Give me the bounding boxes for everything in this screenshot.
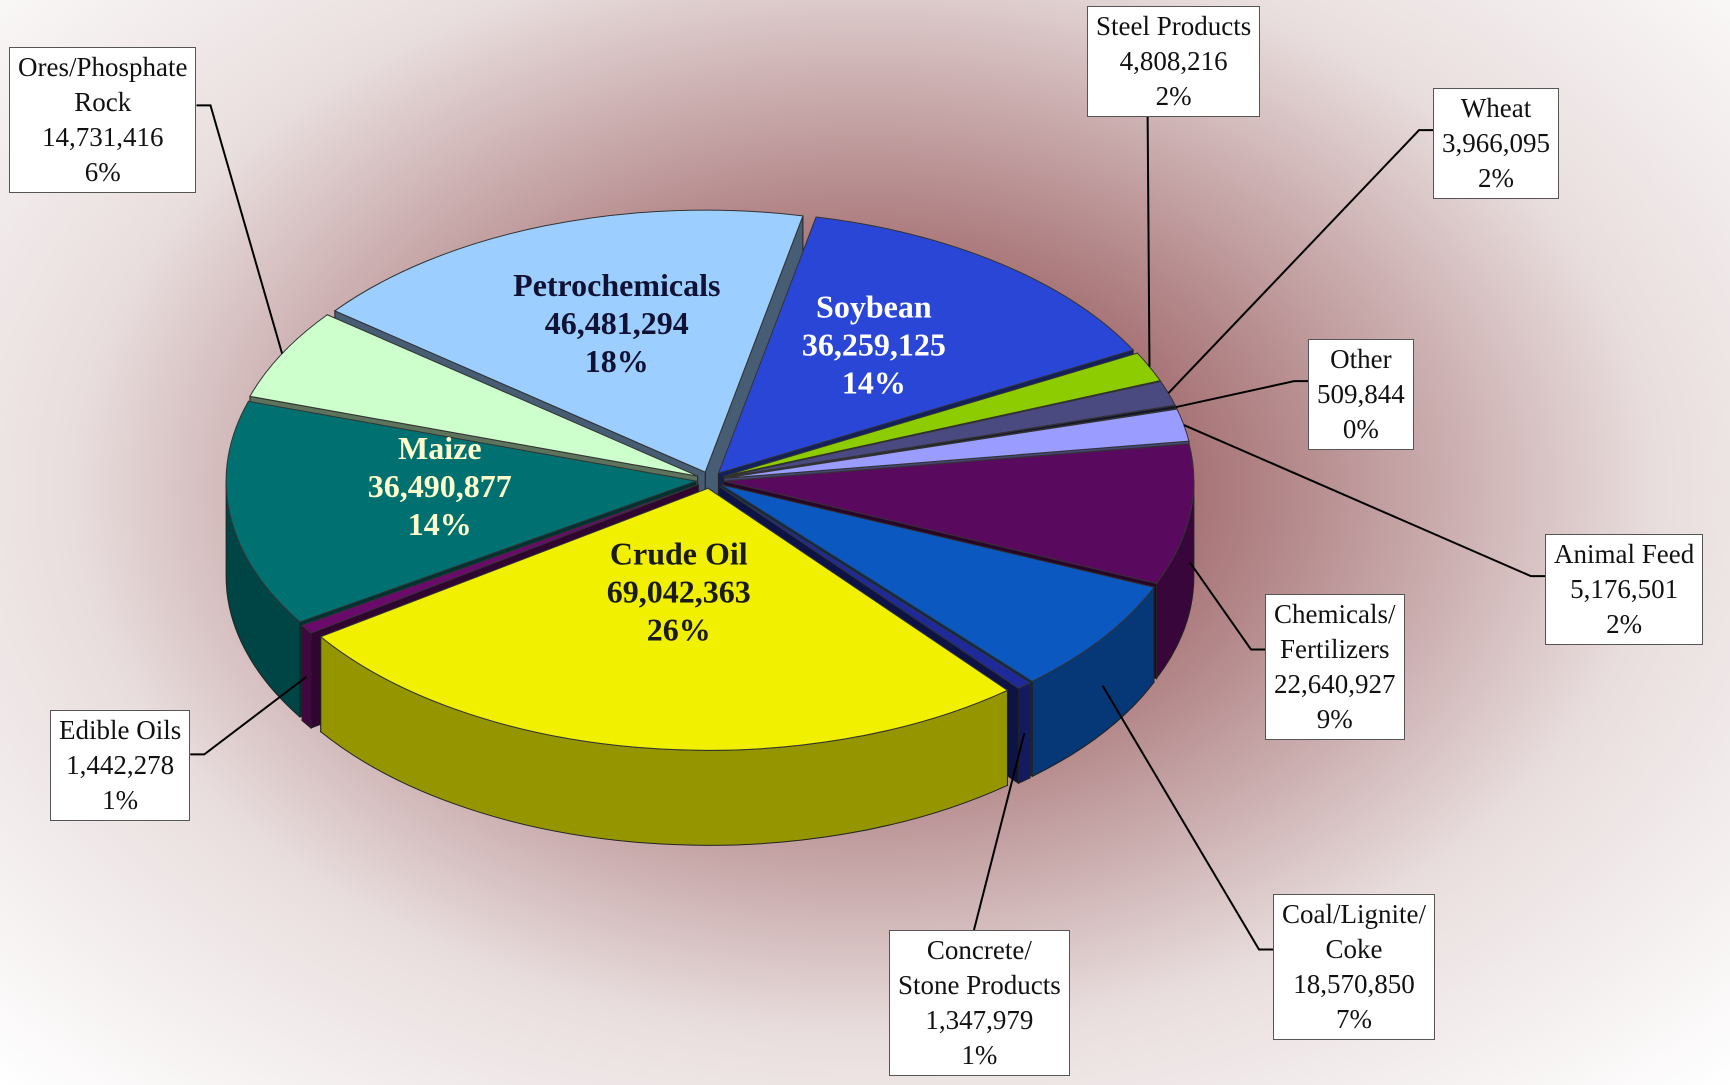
slice-label: Petrochemicals: [513, 267, 720, 303]
label-text: 3,966,095: [1442, 128, 1550, 158]
leader-line: [1175, 380, 1308, 409]
slice-label: 69,042,363: [607, 573, 751, 609]
label-text: 509,844: [1317, 379, 1405, 409]
slice-label: 36,490,877: [368, 468, 512, 504]
label-text: 18,570,850: [1293, 969, 1415, 999]
label-text: 2%: [1606, 609, 1643, 639]
label-text: Chemicals/ Fertilizers: [1274, 599, 1396, 664]
label-text: 2%: [1478, 163, 1514, 193]
leader-line: [190, 676, 308, 756]
slice-label: 36,259,125: [802, 326, 946, 362]
slice: [723, 408, 1190, 479]
slice: [319, 487, 1009, 751]
slice-label: Soybean: [816, 288, 932, 324]
label-text: 22,640,927: [1274, 669, 1396, 699]
label-text: Animal Feed: [1554, 539, 1695, 569]
slice-label: 46,481,294: [545, 305, 689, 341]
slice: [721, 484, 1155, 682]
slice-label: Maize: [398, 430, 482, 466]
label-text: 7%: [1335, 1004, 1372, 1034]
slice-side: [301, 624, 312, 730]
leader-line: [1189, 561, 1265, 651]
label-box: Ores/Phosphate Rock 14,731,416 6%: [9, 47, 197, 193]
leader-line: [196, 104, 284, 354]
slice-label: 26%: [647, 611, 711, 647]
label-text: 4,808,216: [1119, 46, 1228, 76]
label-text: Ores/Phosphate Rock: [18, 52, 188, 117]
slice-label: Crude Oil: [610, 535, 748, 571]
label-box: Steel Products 4,808,216 2%: [1087, 6, 1261, 117]
slice: [723, 443, 1195, 585]
label-text: Wheat: [1460, 93, 1532, 123]
label-text: Coal/Lignite/ Coke: [1282, 899, 1426, 964]
label-text: 1%: [102, 785, 139, 815]
slice-label: 14%: [842, 364, 906, 400]
label-text: 0%: [1342, 414, 1379, 444]
label-text: Edible Oils: [59, 715, 182, 745]
label-box: Edible Oils 1,442,278 1%: [50, 710, 191, 821]
slice-label: 18%: [585, 343, 649, 379]
leader-line: [1146, 116, 1151, 367]
label-box: Wheat 3,966,095 2%: [1433, 88, 1559, 199]
label-text: Concrete/ Stone Products: [898, 935, 1061, 1000]
label-text: 6%: [84, 157, 121, 187]
label-text: 2%: [1155, 81, 1192, 111]
label-text: 14,731,416: [41, 122, 164, 152]
slice: [717, 216, 1135, 475]
label-text: Steel Products: [1096, 11, 1252, 41]
leader-line: [1167, 129, 1433, 394]
slice-side: [1017, 682, 1031, 785]
leader-line: [1101, 685, 1273, 951]
label-text: 1,442,278: [66, 750, 175, 780]
label-text: 1,347,979: [925, 1005, 1034, 1035]
slice: [333, 209, 804, 473]
label-box: Coal/Lignite/ Coke 18,570,850 7%: [1273, 894, 1435, 1040]
slice: [301, 484, 699, 634]
label-box: Concrete/ Stone Products 1,347,979 1%: [889, 930, 1070, 1076]
slice: [225, 400, 699, 623]
leader-line: [972, 732, 1026, 931]
slice: [718, 485, 1032, 689]
label-text: 9%: [1316, 704, 1353, 734]
label-text: 5,176,501: [1570, 574, 1679, 604]
leader-line: [1183, 424, 1545, 578]
slice-label: 14%: [408, 506, 472, 542]
label-box: Other 509,844 0%: [1308, 339, 1414, 450]
label-box: Chemicals/ Fertilizers 22,640,927 9%: [1265, 594, 1405, 740]
label-box: Animal Feed 5,176,501 2%: [1545, 534, 1704, 645]
label-text: Other: [1330, 344, 1392, 374]
slice: [249, 314, 698, 477]
label-text: 1%: [961, 1040, 998, 1070]
